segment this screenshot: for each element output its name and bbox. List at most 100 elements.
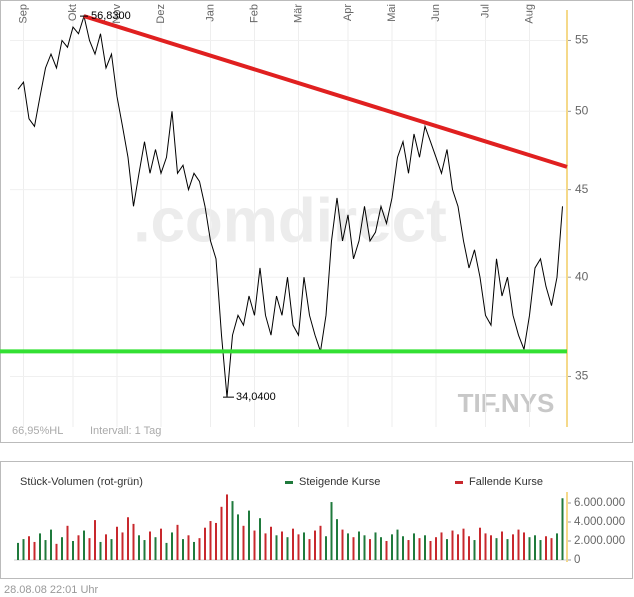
volume-bar xyxy=(193,541,195,560)
x-tick-label: Mär xyxy=(292,4,304,23)
volume-bar xyxy=(369,539,371,560)
volume-bar xyxy=(231,501,234,560)
volume-bar xyxy=(451,530,454,560)
volume-bar xyxy=(539,540,542,560)
footnote: Intervall: 1 Tag xyxy=(90,425,161,437)
volume-bar xyxy=(435,537,437,560)
volume-bar xyxy=(424,535,426,560)
volume-bar xyxy=(462,528,465,560)
volume-bar xyxy=(209,521,212,560)
x-tick-label: Mai xyxy=(386,4,398,22)
volume-bar xyxy=(512,534,514,560)
legend-label: Fallende Kurse xyxy=(469,476,543,488)
volume-bar xyxy=(121,532,124,560)
volume-bar xyxy=(561,498,564,560)
x-tick-label: Jan xyxy=(204,4,216,22)
y-tick-label: 4.000.000 xyxy=(574,516,625,528)
volume-bar xyxy=(407,540,410,560)
volume-bar xyxy=(319,525,322,560)
volume-title: Stück-Volumen (rot-grün) xyxy=(20,476,143,488)
volume-bar xyxy=(391,534,393,560)
y-tick-label: 45 xyxy=(575,182,589,196)
volume-bar xyxy=(468,536,470,560)
volume-bar xyxy=(187,535,190,560)
x-tick-label: Jul xyxy=(479,4,491,18)
volume-bar xyxy=(396,529,399,560)
volume-bar xyxy=(264,533,267,560)
volume-bar xyxy=(28,536,30,560)
trend-line xyxy=(83,14,568,169)
volume-bar xyxy=(182,539,184,560)
volume-bar xyxy=(374,532,377,560)
y-tick-label: 6.000.000 xyxy=(574,497,625,509)
legend-marker xyxy=(285,481,293,484)
footer: 28.08.08 22:01 Uhr xyxy=(4,584,99,596)
volume-bar xyxy=(385,541,388,560)
volume-bar xyxy=(138,535,140,560)
volume-bar xyxy=(83,530,85,560)
volume-bar xyxy=(281,531,283,560)
volume-bar xyxy=(88,538,91,560)
volume-bar xyxy=(479,527,481,560)
x-tick-label: Aug xyxy=(523,4,535,24)
price-line xyxy=(17,14,563,398)
volume-bar xyxy=(66,525,69,560)
volume-bar xyxy=(160,528,162,560)
volume-bar xyxy=(545,536,547,560)
volume-bar xyxy=(242,525,245,560)
footnote: 66,95%HL xyxy=(12,425,63,437)
x-tick-label: Feb xyxy=(248,4,260,23)
volume-bar xyxy=(413,533,415,560)
volume-bar xyxy=(198,538,201,560)
volume-bar xyxy=(39,533,41,560)
volume-bar xyxy=(352,537,355,560)
volume-bar xyxy=(528,537,531,560)
volume-bar xyxy=(99,541,102,560)
x-tick-label: Okt xyxy=(67,4,79,21)
volume-bar xyxy=(347,533,349,560)
volume-bar xyxy=(33,541,36,560)
volume-bar xyxy=(165,542,168,560)
volume-bar xyxy=(429,541,432,560)
volume-bar xyxy=(550,538,553,560)
volume-bar xyxy=(303,532,305,560)
x-tick-label: Jun xyxy=(430,4,442,22)
legend-marker xyxy=(455,481,463,484)
volume-bar xyxy=(325,536,327,560)
volume-bar xyxy=(22,539,25,560)
volume-bar xyxy=(110,539,113,560)
volume-panel xyxy=(0,461,633,579)
x-tick-label: Sep xyxy=(17,4,29,24)
volume-bar xyxy=(171,532,173,560)
volume-bar xyxy=(55,543,58,560)
volume-bar xyxy=(308,539,311,560)
volume-bar xyxy=(402,536,404,560)
volume-bar xyxy=(44,540,47,560)
volume-bar xyxy=(237,514,239,560)
symbol: TIF.NYS xyxy=(458,388,555,418)
volume-bar xyxy=(314,530,316,560)
volume-bar xyxy=(50,529,52,560)
y-tick-label: 40 xyxy=(575,269,589,283)
volume-bar xyxy=(297,534,300,560)
volume-bar xyxy=(330,502,333,560)
volume-bar xyxy=(517,529,520,560)
volume-bar xyxy=(154,537,157,560)
volume-bar xyxy=(17,542,19,560)
volume-bar xyxy=(61,537,63,560)
volume-bar xyxy=(440,532,443,560)
y-tick-label: 2.000.000 xyxy=(574,535,625,547)
price-panel xyxy=(0,0,633,443)
volume-bar xyxy=(501,531,503,560)
volume-bar xyxy=(446,539,448,560)
volume-bar xyxy=(259,518,261,560)
volume-bar xyxy=(341,529,344,560)
volume-bar xyxy=(215,522,217,560)
volume-bar xyxy=(204,527,206,560)
volume-bar xyxy=(523,532,525,560)
y-tick-label: 35 xyxy=(575,369,589,383)
volume-bar xyxy=(473,540,476,560)
x-tick-label: Apr xyxy=(342,4,354,21)
volume-bar xyxy=(132,523,135,560)
